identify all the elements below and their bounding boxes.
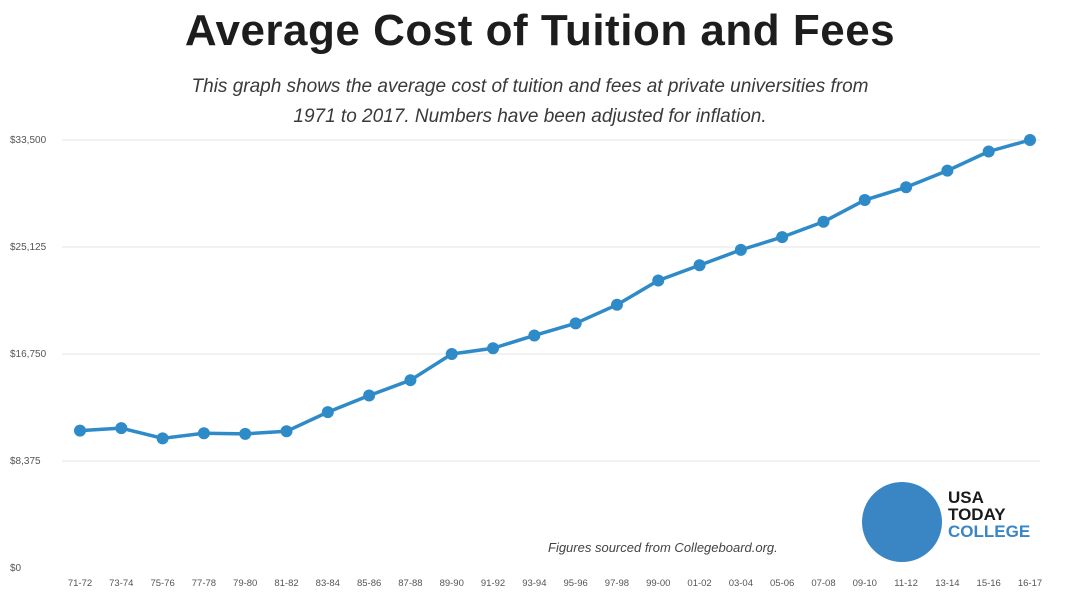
- data-point: [858, 194, 871, 207]
- series-line: [79, 138, 1031, 441]
- data-point: [321, 406, 334, 419]
- data-point: [900, 181, 913, 194]
- x-tick-label: 81-82: [274, 578, 298, 589]
- y-tick-label: $16,750: [10, 349, 47, 360]
- x-tick-label: 03-04: [729, 578, 753, 589]
- data-point: [528, 329, 541, 342]
- data-point: [982, 145, 995, 158]
- x-tick-label: 71-72: [68, 578, 92, 589]
- logo-line-college: COLLEGE: [948, 522, 1031, 541]
- x-tick-label: 95-96: [563, 578, 587, 589]
- x-tick-label: 85-86: [357, 578, 381, 589]
- x-tick-label: 73-74: [109, 578, 133, 589]
- data-point: [156, 432, 169, 445]
- data-point: [817, 215, 830, 228]
- x-tick-label: 89-90: [440, 578, 464, 589]
- data-point: [404, 374, 417, 387]
- x-tick-label: 15-16: [977, 578, 1001, 589]
- y-tick-label: $33,500: [10, 135, 47, 146]
- x-tick-label: 11-12: [894, 578, 918, 589]
- data-point: [197, 427, 210, 440]
- x-tick-label: 87-88: [398, 578, 422, 589]
- data-point: [569, 317, 582, 330]
- x-tick-label: 99-00: [646, 578, 670, 589]
- data-point: [734, 243, 747, 256]
- x-tick-label: 05-06: [770, 578, 794, 589]
- data-point: [115, 422, 128, 435]
- data-point: [776, 231, 789, 244]
- x-tick-label: 97-98: [605, 578, 629, 589]
- subtitle-line-2: 1971 to 2017. Numbers have been adjusted…: [293, 106, 767, 127]
- data-point: [1024, 134, 1036, 146]
- usa-today-logo-circle: [862, 482, 942, 562]
- source-note: Figures sourced from Collegeboard.org.: [548, 540, 778, 555]
- logo-line-usa: USA: [948, 488, 984, 507]
- data-point: [941, 164, 954, 177]
- x-tick-label: 75-76: [150, 578, 174, 589]
- subtitle-line-1: This graph shows the average cost of tui…: [191, 76, 869, 97]
- data-point: [239, 427, 252, 440]
- y-axis-ticks: $0 $8,375 $16,750 $25,125 $33,500: [10, 135, 47, 574]
- x-axis-ticks: 71-72 73-74 75-76 77-78 79-80 81-82 83-84 85-86…: [68, 578, 1042, 589]
- data-point: [610, 298, 623, 311]
- x-tick-label: 77-78: [192, 578, 216, 589]
- x-tick-label: 01-02: [687, 578, 711, 589]
- logo-line-today: TODAY: [948, 505, 1006, 524]
- gridlines: [62, 139, 1040, 462]
- y-tick-label: $8,375: [10, 456, 41, 467]
- x-tick-label: 09-10: [853, 578, 877, 589]
- x-tick-label: 16-17: [1018, 578, 1042, 589]
- y-tick-label: $0: [10, 563, 22, 574]
- data-point: [280, 425, 293, 438]
- data-point: [74, 424, 86, 437]
- data-point: [363, 389, 376, 402]
- chart-title: Average Cost of Tuition and Fees: [184, 6, 896, 55]
- data-point: [487, 342, 500, 355]
- usa-today-college-logo: USA TODAY COLLEGE: [948, 489, 1030, 540]
- data-point: [652, 274, 665, 287]
- chart-subtitle: This graph shows the average cost of tui…: [120, 72, 940, 132]
- x-tick-label: 91-92: [481, 578, 505, 589]
- x-tick-label: 93-94: [522, 578, 546, 589]
- x-tick-label: 07-08: [811, 578, 835, 589]
- x-tick-label: 83-84: [316, 578, 340, 589]
- data-points: [74, 134, 1036, 445]
- x-tick-label: 79-80: [233, 578, 257, 589]
- y-tick-label: $25,125: [10, 242, 47, 253]
- x-tick-label: 13-14: [935, 578, 959, 589]
- data-point: [693, 259, 706, 272]
- data-point: [445, 348, 458, 360]
